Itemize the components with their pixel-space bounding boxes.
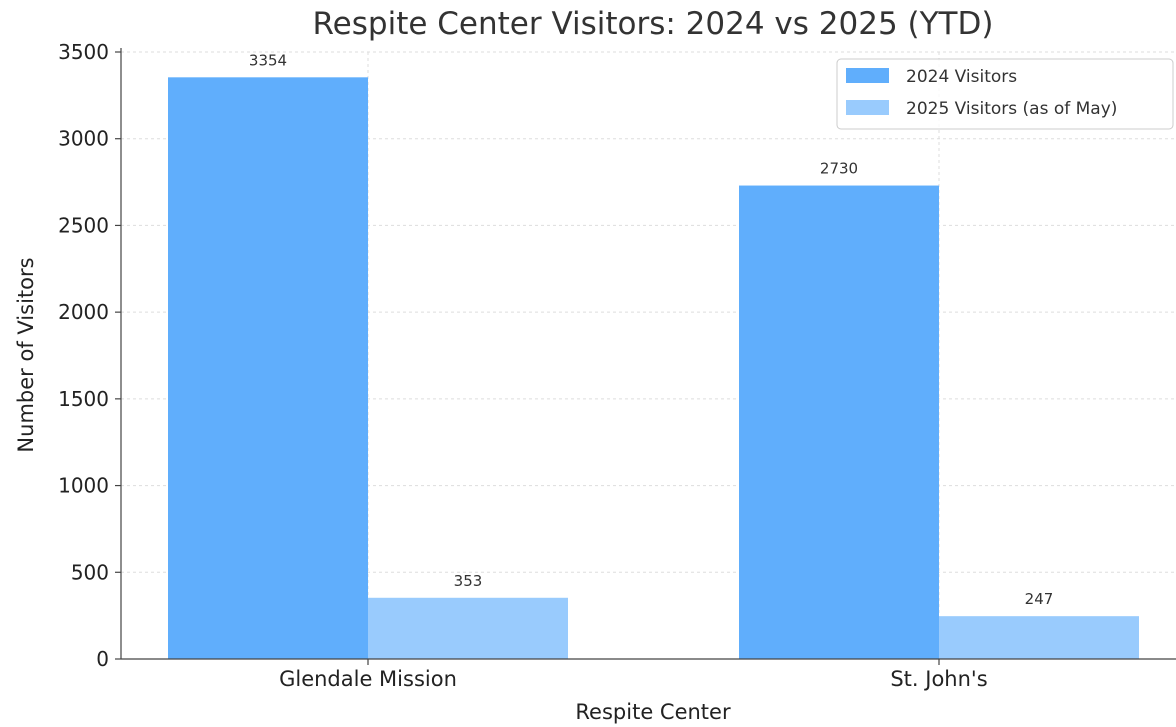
x-tick-label: St. John's — [890, 667, 987, 691]
bars — [168, 77, 1139, 660]
data-label: 3354 — [249, 51, 287, 69]
bar-2024-1 — [739, 185, 939, 660]
y-tick-label: 1500 — [58, 387, 109, 411]
axes: 0 500 1000 1500 2000 2500 3000 3500 Glendale Mis… — [58, 40, 1176, 691]
bar-2025-1 — [939, 616, 1139, 659]
bar-2025-0 — [368, 597, 568, 659]
y-tick-label: 0 — [96, 647, 109, 671]
x-tick-label: Glendale Mission — [279, 667, 457, 691]
data-label: 247 — [1025, 590, 1054, 608]
legend-swatch — [846, 100, 889, 115]
data-labels: 3354 2730 353 247 — [249, 51, 1053, 608]
legend-box — [836, 58, 1174, 130]
x-axis-title: Respite Center — [575, 700, 731, 724]
bar-2024-0 — [168, 77, 368, 660]
legend-label: 2024 Visitors — [906, 67, 1017, 87]
legend-label: 2025 Visitors (as of May) — [906, 99, 1117, 119]
y-tick-label: 2000 — [58, 300, 109, 324]
y-axis-title: Number of Visitors — [14, 257, 38, 452]
legend: 2024 Visitors 2025 Visitors (as of May) — [836, 58, 1174, 130]
y-tick-label: 1000 — [58, 474, 109, 498]
y-tick-label: 3500 — [58, 40, 109, 64]
legend-swatch — [846, 68, 889, 83]
y-tick-label: 2500 — [58, 213, 109, 237]
chart-title: Respite Center Visitors: 2024 vs 2025 (Y… — [313, 6, 994, 42]
y-tick-label: 3000 — [58, 127, 109, 151]
data-label: 353 — [454, 572, 483, 590]
data-label: 2730 — [820, 160, 858, 178]
y-tick-label: 500 — [71, 560, 109, 584]
